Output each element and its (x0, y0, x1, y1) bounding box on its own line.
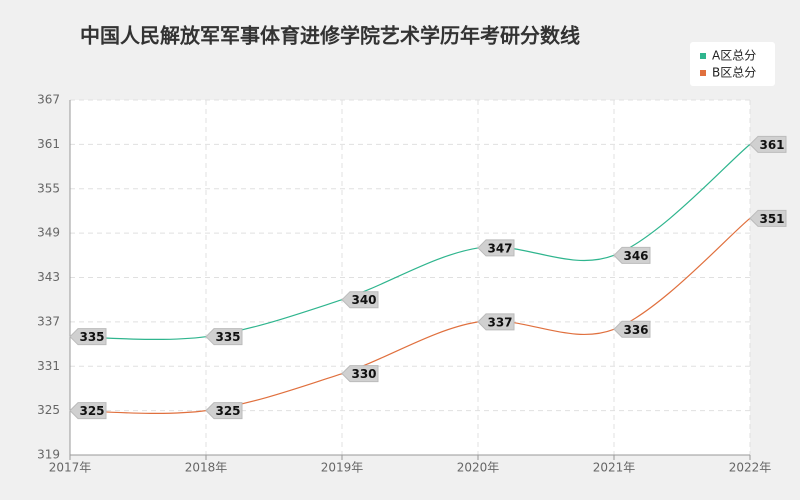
chart-title: 中国人民解放军军事体育进修学院艺术学历年考研分数线 (80, 24, 580, 48)
legend (690, 42, 775, 86)
y-tick-label: 343 (37, 270, 60, 284)
value-label-tag (69, 328, 107, 346)
value-label: 347 (487, 241, 512, 255)
value-label: 325 (215, 404, 240, 418)
value-label: 335 (79, 330, 104, 344)
value-label: 325 (79, 404, 104, 418)
y-tick-label: 337 (37, 314, 60, 328)
y-tick-label: 361 (37, 137, 60, 151)
x-tick-label: 2021年 (593, 461, 636, 475)
legend-marker (700, 70, 706, 76)
value-label-tag (613, 320, 651, 338)
x-tick-label: 2018年 (185, 461, 228, 475)
value-label: 351 (759, 212, 784, 226)
value-label: 337 (487, 315, 512, 329)
value-label-tag (613, 246, 651, 264)
x-tick-label: 2020年 (457, 461, 500, 475)
y-tick-label: 349 (37, 226, 60, 240)
plot-area (70, 100, 750, 455)
line (69, 143, 751, 341)
x-tick-label: 2017年 (49, 461, 92, 475)
value-label-tag (341, 291, 379, 309)
value-label-tag (341, 365, 379, 383)
value-label: 336 (623, 323, 648, 337)
value-label-tag (205, 402, 243, 420)
legend-marker (700, 53, 706, 59)
legend-label: B区总分 (712, 66, 756, 80)
x-tick-label: 2019年 (321, 461, 364, 475)
value-label-tag (477, 313, 515, 331)
y-tick-label: 367 (37, 93, 60, 107)
value-label-tag (69, 402, 107, 420)
value-label: 330 (351, 367, 376, 381)
value-label: 346 (623, 249, 648, 263)
value-label-tag (205, 328, 243, 346)
y-tick-label: 325 (37, 403, 60, 417)
value-label: 340 (351, 293, 376, 307)
y-tick-label: 331 (37, 359, 60, 373)
value-label-tag (477, 239, 515, 257)
value-label: 361 (759, 138, 784, 152)
y-tick-label: 319 (37, 448, 60, 462)
value-label: 335 (215, 330, 240, 344)
legend-label: A区总分 (712, 49, 756, 63)
x-tick-label: 2022年 (729, 461, 772, 475)
value-label-tag (749, 209, 787, 227)
value-label-tag (749, 135, 787, 153)
y-tick-label: 355 (37, 181, 60, 195)
line (69, 217, 751, 414)
